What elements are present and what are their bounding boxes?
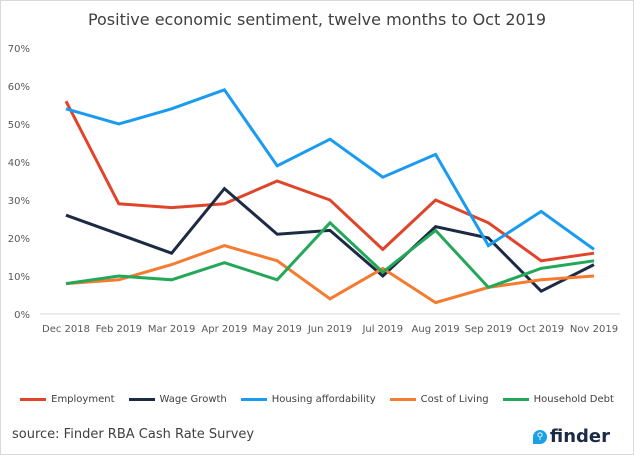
x-tick-label: May 2019 (253, 324, 302, 335)
x-tick-label: Jun 2019 (307, 324, 352, 335)
legend-swatch (240, 398, 267, 401)
legend: Employment Wage Growth Housing affordabili… (0, 394, 634, 405)
x-tick-label: Mar 2019 (148, 324, 196, 335)
finder-logo: ⚲ finder (532, 426, 610, 447)
x-tick-label: Dec 2018 (42, 324, 90, 335)
x-tick-label: Aug 2019 (412, 324, 460, 335)
y-tick-label: 70% (8, 44, 30, 55)
legend-label: Household Debt (533, 394, 614, 405)
series-line-housing-affordability (65, 87, 595, 251)
series-line-cost-of-living (65, 244, 595, 305)
legend-label: Housing affordability (271, 394, 376, 405)
y-tick-label: 10% (8, 272, 30, 283)
legend-label: Wage Growth (159, 394, 227, 405)
x-tick-label: Feb 2019 (96, 324, 142, 335)
x-tick-label: Oct 2019 (518, 324, 564, 335)
series-line-employment (64, 100, 595, 263)
legend-item: Housing affordability (240, 394, 376, 405)
legend-swatch (20, 398, 47, 401)
legend-label: Employment (51, 394, 115, 405)
y-tick-label: 20% (8, 234, 30, 245)
series-line-household-debt (65, 220, 595, 290)
series-line-wage-growth (65, 186, 595, 294)
y-tick-label: 40% (8, 158, 30, 169)
logo-text: finder (549, 426, 610, 447)
legend-item: Employment (20, 394, 115, 405)
search-icon: ⚲ (532, 429, 547, 444)
legend-swatch (389, 398, 416, 401)
y-tick-label: 60% (8, 82, 30, 93)
chart-title: Positive economic sentiment, twelve mont… (87, 10, 547, 29)
x-tick-label: Nov 2019 (570, 324, 618, 335)
y-tick-label: 50% (8, 120, 30, 131)
legend-item: Household Debt (502, 394, 614, 405)
x-tick-label: Sep 2019 (465, 324, 512, 335)
legend-label: Cost of Living (420, 394, 489, 405)
legend-item: Cost of Living (389, 394, 489, 405)
source-note: source: Finder RBA Cash Rate Survey (12, 427, 255, 442)
legend-item: Wage Growth (128, 394, 227, 405)
legend-swatch (128, 398, 155, 401)
y-tick-label: 0% (14, 310, 30, 321)
line-chart: 0% 10% 20% 30% 40% 50% 60% 70% Dec 2018 Feb 2019 M… (8, 44, 620, 335)
x-tick-label: Apr 2019 (201, 324, 247, 335)
x-tick-label: Jul 2019 (361, 324, 403, 335)
y-tick-label: 30% (8, 196, 30, 207)
legend-swatch (502, 398, 529, 401)
